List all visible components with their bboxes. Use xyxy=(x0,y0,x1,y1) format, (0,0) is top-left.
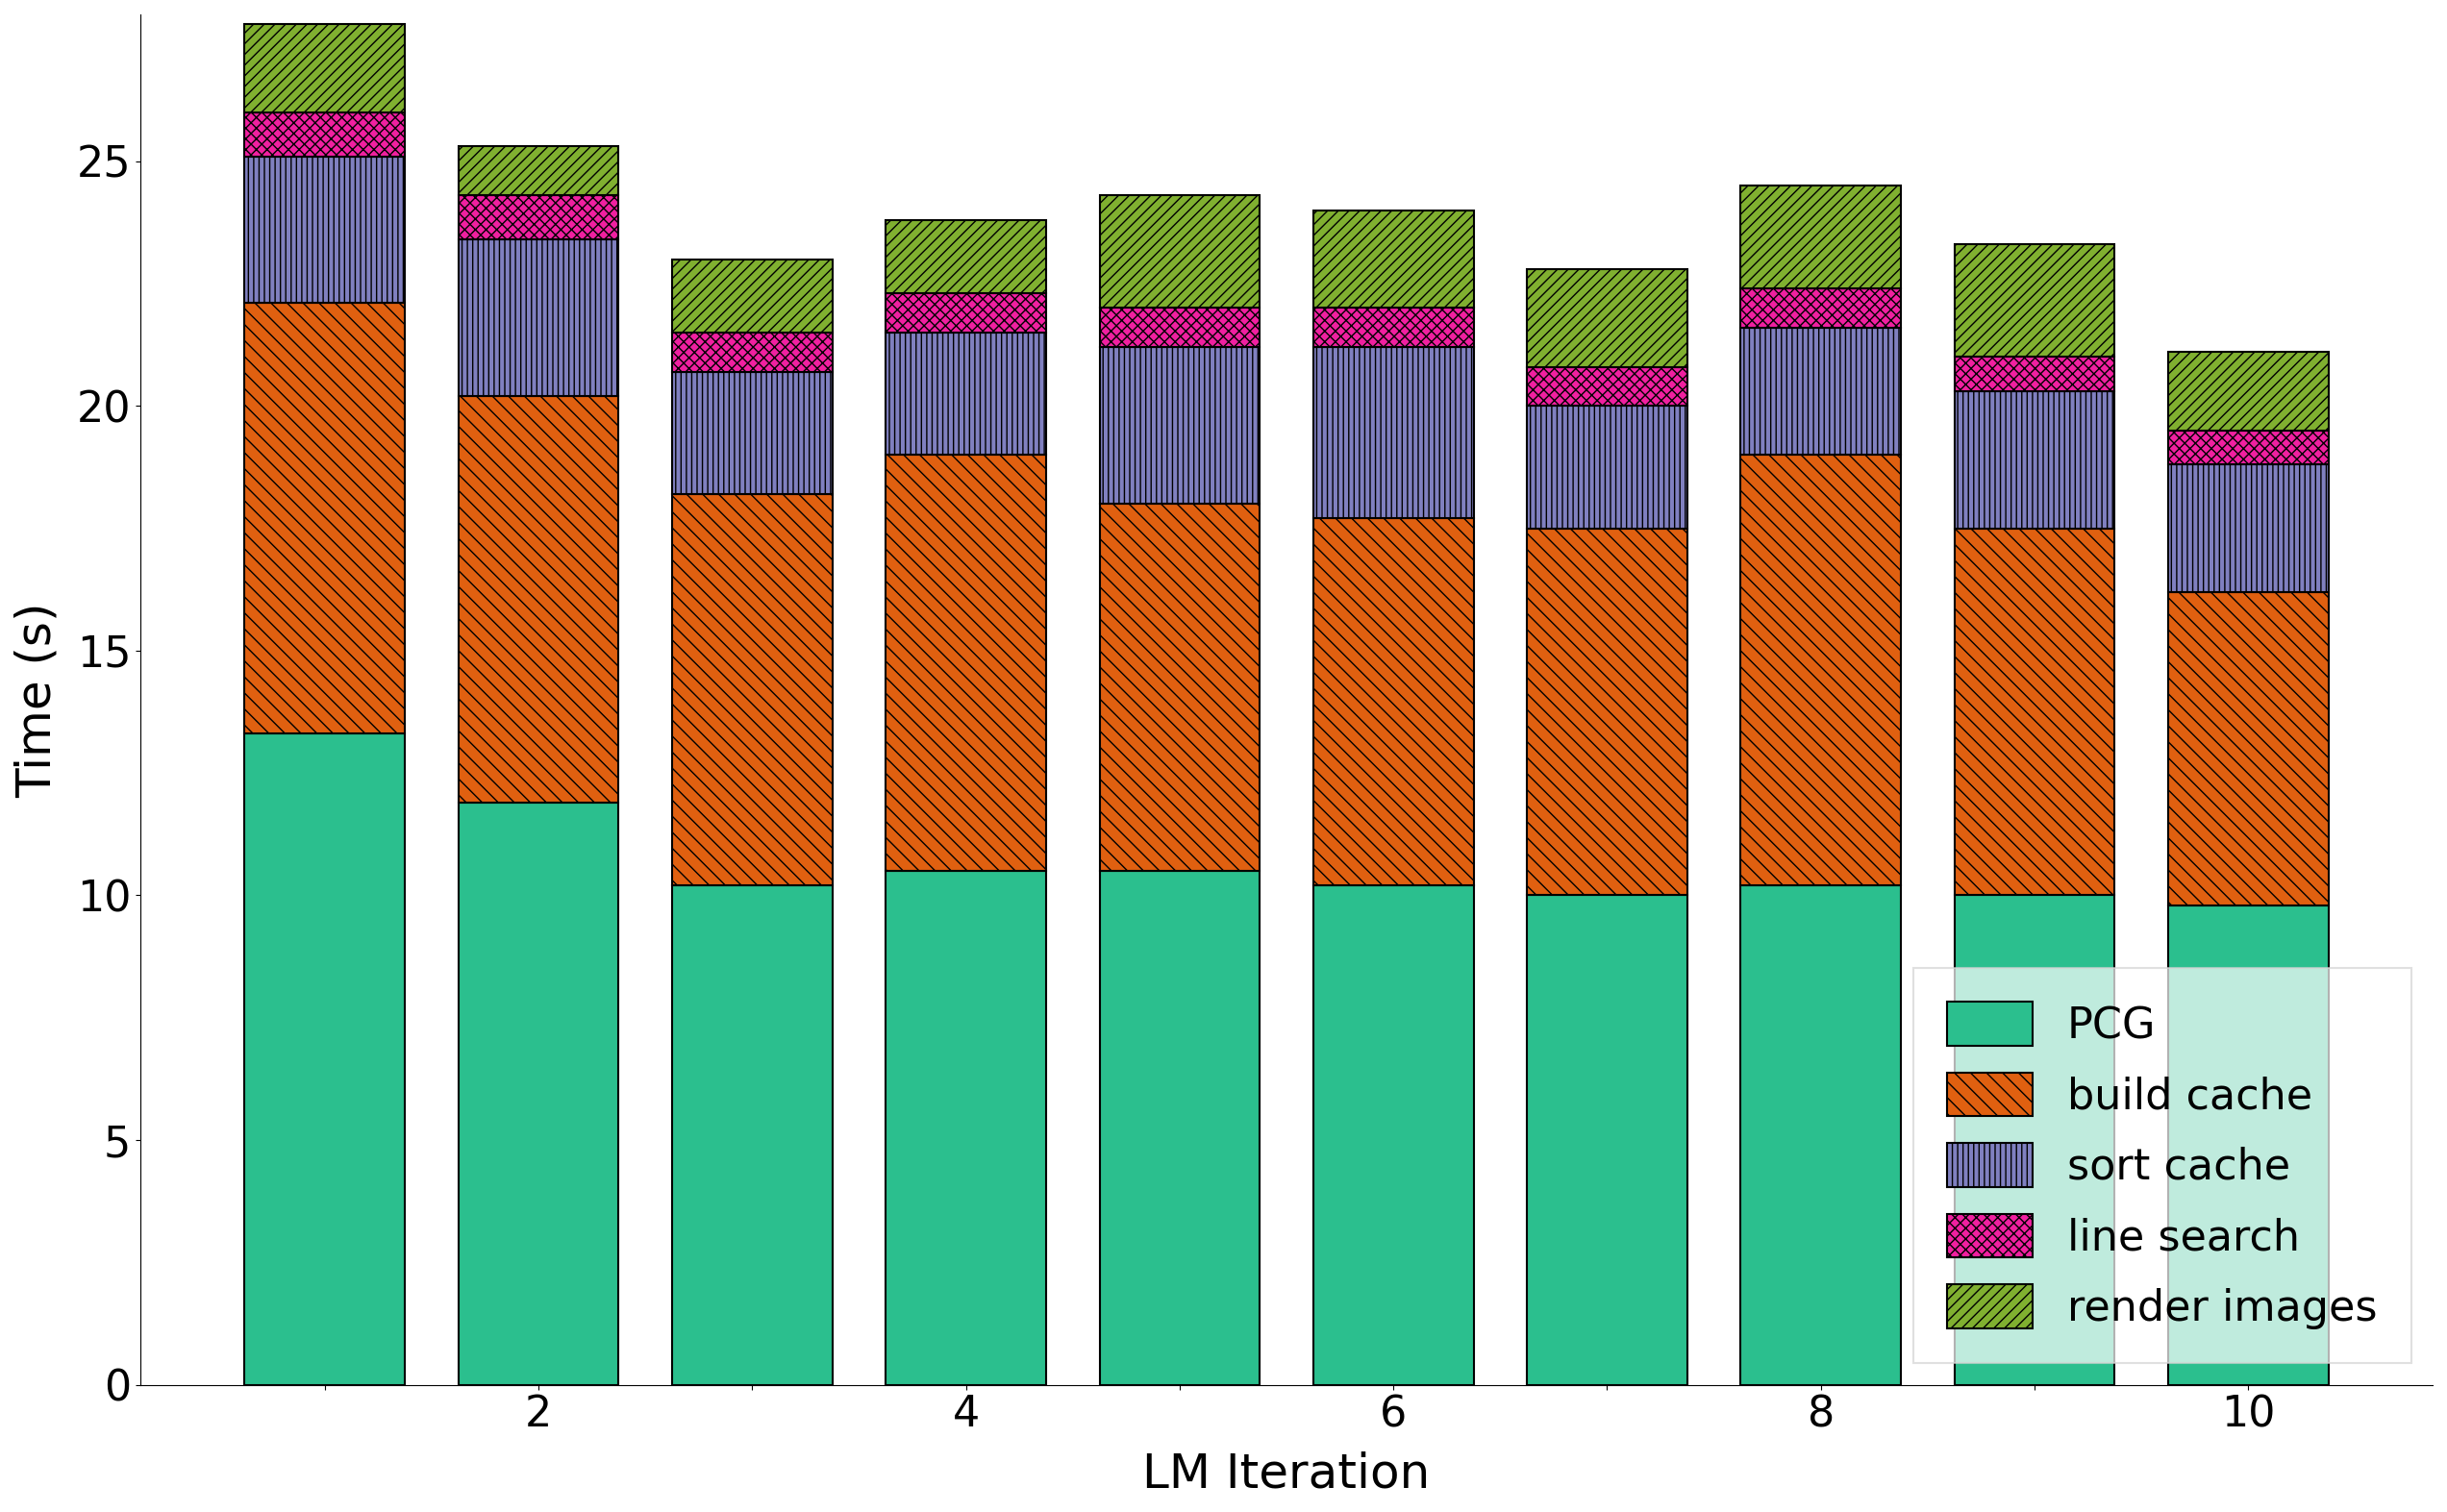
Bar xyxy=(1314,886,1473,1385)
Bar xyxy=(1527,367,1688,405)
Bar xyxy=(673,886,832,1385)
Bar xyxy=(886,455,1045,871)
Bar xyxy=(1099,195,1260,308)
Bar xyxy=(1740,328,1901,455)
Bar xyxy=(245,156,404,304)
Bar xyxy=(2168,431,2330,464)
Bar xyxy=(458,147,619,195)
Bar xyxy=(1955,528,2114,895)
Bar xyxy=(673,259,832,333)
Bar xyxy=(2168,352,2330,431)
Bar xyxy=(1955,245,2114,357)
Bar xyxy=(886,219,1045,293)
Bar xyxy=(2168,464,2330,591)
Bar xyxy=(458,239,619,396)
Bar xyxy=(1099,871,1260,1385)
Bar xyxy=(458,803,619,1385)
Bar xyxy=(1099,308,1260,348)
Bar xyxy=(1314,210,1473,308)
Bar xyxy=(245,24,404,112)
Bar xyxy=(245,304,404,733)
Bar xyxy=(1527,895,1688,1385)
Bar xyxy=(1740,886,1901,1385)
Bar xyxy=(1314,348,1473,519)
Legend: PCG, build cache, sort cache, line search, render images: PCG, build cache, sort cache, line searc… xyxy=(1914,968,2410,1364)
Bar xyxy=(886,333,1045,455)
Bar xyxy=(1314,308,1473,348)
Bar xyxy=(245,733,404,1385)
Bar xyxy=(245,112,404,156)
Bar xyxy=(1955,357,2114,392)
X-axis label: LM Iteration: LM Iteration xyxy=(1143,1452,1431,1497)
Bar xyxy=(1740,289,1901,328)
Bar xyxy=(1099,503,1260,871)
Bar xyxy=(458,195,619,239)
Bar xyxy=(2168,591,2330,906)
Bar xyxy=(886,293,1045,333)
Bar xyxy=(1740,455,1901,886)
Bar xyxy=(1527,269,1688,367)
Bar xyxy=(458,396,619,803)
Bar xyxy=(1955,895,2114,1385)
Y-axis label: Time (s): Time (s) xyxy=(15,602,61,797)
Bar xyxy=(2168,906,2330,1385)
Bar xyxy=(1955,392,2114,528)
Bar xyxy=(1740,186,1901,289)
Bar xyxy=(673,494,832,886)
Bar xyxy=(1314,519,1473,886)
Bar xyxy=(673,333,832,372)
Bar xyxy=(673,372,832,494)
Bar xyxy=(1527,528,1688,895)
Bar xyxy=(1099,348,1260,503)
Bar xyxy=(886,871,1045,1385)
Bar xyxy=(1527,405,1688,528)
